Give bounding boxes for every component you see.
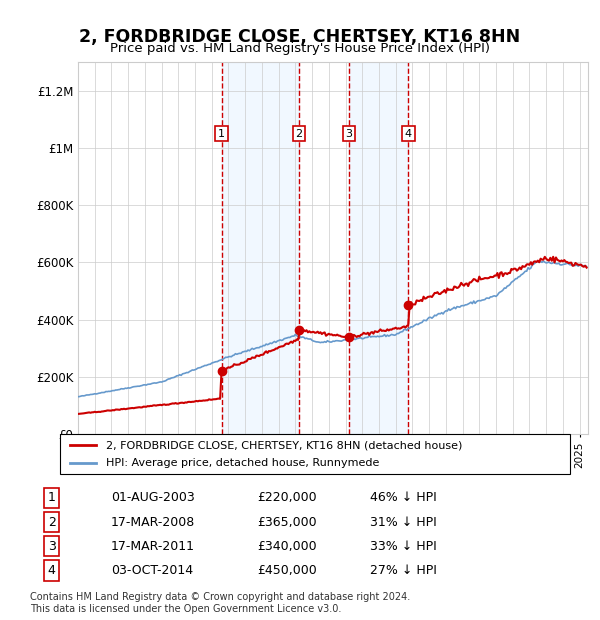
Text: 2, FORDBRIDGE CLOSE, CHERTSEY, KT16 8HN (detached house): 2, FORDBRIDGE CLOSE, CHERTSEY, KT16 8HN …	[106, 440, 462, 450]
Text: 3: 3	[47, 539, 56, 552]
Text: 2: 2	[47, 516, 56, 529]
Text: 4: 4	[404, 128, 412, 138]
Text: 3: 3	[346, 128, 353, 138]
Text: HPI: Average price, detached house, Runnymede: HPI: Average price, detached house, Runn…	[106, 458, 379, 468]
Text: £365,000: £365,000	[257, 516, 316, 529]
Text: 01-AUG-2003: 01-AUG-2003	[111, 492, 195, 505]
Text: Price paid vs. HM Land Registry's House Price Index (HPI): Price paid vs. HM Land Registry's House …	[110, 42, 490, 55]
Text: 03-OCT-2014: 03-OCT-2014	[111, 564, 193, 577]
Text: 46% ↓ HPI: 46% ↓ HPI	[370, 492, 437, 505]
Text: 1: 1	[218, 128, 225, 138]
Text: 33% ↓ HPI: 33% ↓ HPI	[370, 539, 437, 552]
Text: 17-MAR-2011: 17-MAR-2011	[111, 539, 195, 552]
Text: 17-MAR-2008: 17-MAR-2008	[111, 516, 195, 529]
Text: £450,000: £450,000	[257, 564, 317, 577]
Text: £220,000: £220,000	[257, 492, 316, 505]
Text: Contains HM Land Registry data © Crown copyright and database right 2024.
This d: Contains HM Land Registry data © Crown c…	[30, 592, 410, 614]
Text: 2: 2	[295, 128, 302, 138]
Text: £340,000: £340,000	[257, 539, 316, 552]
Bar	[221, 62, 299, 434]
Text: 1: 1	[47, 492, 56, 505]
Text: 4: 4	[47, 564, 56, 577]
FancyBboxPatch shape	[60, 434, 570, 474]
Text: 2, FORDBRIDGE CLOSE, CHERTSEY, KT16 8HN: 2, FORDBRIDGE CLOSE, CHERTSEY, KT16 8HN	[79, 28, 521, 46]
Bar	[349, 62, 408, 434]
Text: 27% ↓ HPI: 27% ↓ HPI	[370, 564, 437, 577]
Text: 31% ↓ HPI: 31% ↓ HPI	[370, 516, 437, 529]
